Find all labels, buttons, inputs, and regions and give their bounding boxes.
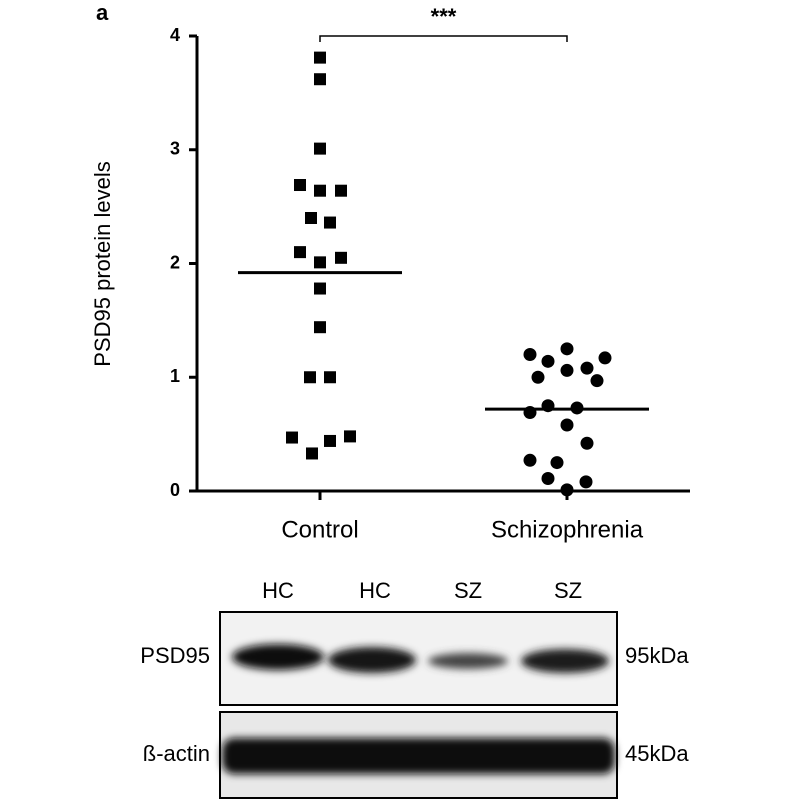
data-point <box>304 371 316 384</box>
data-point <box>305 212 317 224</box>
data-point <box>579 475 593 489</box>
data-point <box>580 436 594 450</box>
data-point <box>531 370 545 384</box>
data-point <box>541 354 555 368</box>
band <box>428 653 508 669</box>
data-point <box>560 418 574 432</box>
size-label: 95kDa <box>625 643 689 668</box>
data-point <box>523 453 537 467</box>
blot <box>219 611 618 799</box>
data-point <box>324 216 336 229</box>
data-point <box>314 282 326 295</box>
data-point <box>314 142 326 155</box>
data-point <box>306 447 318 460</box>
size-label: 45kDa <box>625 741 689 766</box>
y-tick-label: 2 <box>170 252 180 272</box>
lane-label: SZ <box>454 578 482 603</box>
data-point <box>294 246 306 259</box>
data-point <box>324 434 336 447</box>
row-label: PSD95 <box>140 643 210 668</box>
data-point <box>314 256 326 269</box>
data-point <box>335 251 347 264</box>
data-point <box>314 321 326 334</box>
data-point <box>560 342 574 356</box>
data-point <box>550 456 564 470</box>
lane-label: HC <box>262 578 294 603</box>
band <box>222 738 615 774</box>
data-point <box>286 431 298 444</box>
y-axis-label: PSD95 protein levels <box>90 161 115 366</box>
lane-label: SZ <box>554 578 582 603</box>
data-point <box>324 371 336 384</box>
band <box>521 649 609 673</box>
y-tick-label: 4 <box>170 25 180 45</box>
significance-label: *** <box>431 4 457 29</box>
data-point <box>590 374 604 388</box>
x-tick-label: Control <box>281 516 358 543</box>
data-point <box>541 471 555 485</box>
data-point <box>314 184 326 197</box>
data-point <box>598 351 612 365</box>
row-label: ß-actin <box>143 741 210 766</box>
data-point <box>314 73 326 86</box>
data-point <box>294 179 306 192</box>
data-point <box>560 483 574 497</box>
y-tick-label: 3 <box>170 139 180 159</box>
significance-bracket <box>319 35 568 42</box>
band <box>232 644 324 670</box>
data-point <box>560 363 574 377</box>
data-point <box>314 51 326 64</box>
data-point <box>344 430 356 443</box>
lane-label: HC <box>359 578 391 603</box>
data-point <box>335 184 347 197</box>
data-point <box>580 361 594 375</box>
band <box>328 647 416 673</box>
panel-label: a <box>96 0 109 25</box>
y-tick-label: 0 <box>170 480 180 500</box>
x-tick-label: Schizophrenia <box>491 516 644 543</box>
data-point <box>523 348 537 361</box>
y-tick-label: 1 <box>170 366 180 386</box>
